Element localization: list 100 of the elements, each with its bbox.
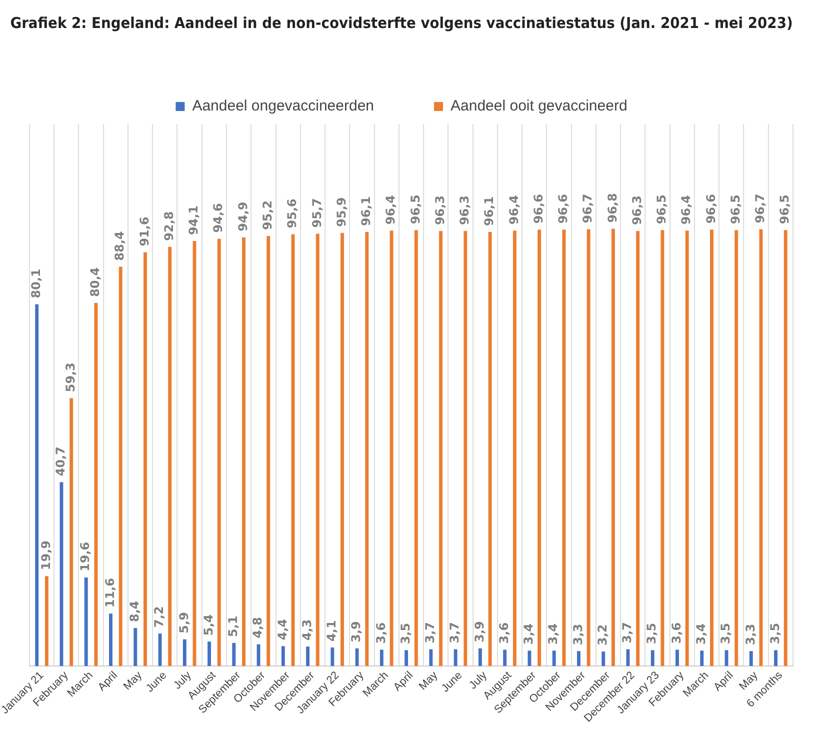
data-label: 3,4 [522,623,536,645]
bar [232,642,236,666]
bar [266,236,270,666]
bar [512,230,516,666]
data-label: 3,3 [743,624,758,646]
data-label: 95,9 [334,197,348,227]
data-label: 96,5 [408,194,422,224]
bar [734,230,738,666]
x-tick-label: May [121,669,145,693]
bar [528,650,532,666]
data-label: 91,6 [137,216,152,246]
bar [182,639,186,666]
bar [340,232,344,666]
data-label: 3,5 [718,622,733,644]
data-label: 80,4 [88,267,102,297]
bar [109,614,112,666]
data-label: 3,6 [496,622,511,644]
data-label: 95,6 [285,198,300,228]
bar [168,246,172,666]
data-label: 3,9 [349,621,364,642]
bar [464,231,468,666]
data-label: 3,3 [570,624,585,646]
data-label: 95,7 [310,198,324,228]
bar [44,576,48,666]
data-label: 96,3 [630,195,644,226]
data-label: 7,2 [152,606,166,628]
bar [636,231,640,666]
data-label: 3,4 [546,623,560,645]
bar [118,266,122,666]
data-label: 8,4 [127,600,142,622]
bar [242,237,246,666]
bar [35,304,39,666]
data-label: 96,7 [753,194,768,224]
bar [380,650,384,666]
bar [94,302,98,666]
legend-label: Aandeel ooit gevaccineerd [450,98,628,115]
data-label: 96,4 [384,194,398,225]
bar [454,649,458,666]
data-label: 94,1 [186,205,201,235]
data-label: 94,9 [236,202,250,232]
data-label: 11,6 [102,578,117,608]
data-label: 96,6 [556,194,570,224]
bar [281,646,285,666]
bar [70,398,74,666]
bar [774,650,778,666]
data-label: 96,8 [605,193,620,223]
data-label: 3,7 [423,622,438,644]
x-tick-label: July [467,669,490,692]
data-label: 92,8 [162,211,176,241]
data-label: 94,6 [211,203,226,233]
bar [355,648,359,666]
bar [552,650,556,666]
bar [488,232,492,666]
data-label: 5,1 [226,616,240,637]
data-label: 4,3 [300,619,314,641]
bar [414,230,418,666]
bar [676,650,679,666]
bar [439,231,443,666]
data-label: 4,1 [324,620,339,642]
bar [208,642,211,666]
bar [134,628,138,666]
data-label: 96,3 [432,195,447,226]
bar [217,238,221,666]
bar [602,652,606,666]
data-label: 96,1 [482,196,496,226]
data-label: 3,5 [768,622,782,644]
data-label: 96,7 [580,194,595,224]
data-label: 19,6 [78,542,92,572]
data-label: 4,8 [250,617,265,638]
bar [650,650,654,666]
bar [316,234,320,666]
data-label: 59,3 [63,362,78,392]
data-label: 80,1 [28,268,43,298]
bar [144,252,147,666]
bar [503,650,507,666]
data-label: 96,3 [458,195,472,226]
bar [660,230,664,666]
data-label: 3,5 [398,622,412,644]
data-label: 88,4 [112,231,127,261]
data-label: 3,2 [595,624,610,646]
data-label: 40,7 [54,446,68,476]
bar [478,648,482,666]
bar [538,230,542,666]
x-tick-label: July [172,669,194,692]
bar [576,651,580,666]
legend-label: Aandeel ongevaccineerden [192,98,374,115]
data-label: 96,6 [704,194,718,224]
bar [330,647,334,666]
bar [365,232,369,666]
x-tick-label: May [416,669,440,693]
data-label: 96,5 [654,194,669,224]
data-label: 96,4 [679,194,694,225]
data-label: 96,5 [778,194,792,224]
data-label: 3,5 [644,622,659,644]
chart-title: Grafiek 2: Engeland: Aandeel in de non-covidsterfte volgens vaccinatiestatus (Jan. 2021 - mei 2023) [10,15,793,32]
bar [749,651,753,666]
data-label: 3,6 [374,622,388,644]
bar [710,230,714,666]
bar [404,650,408,666]
data-label: 96,6 [531,194,546,224]
